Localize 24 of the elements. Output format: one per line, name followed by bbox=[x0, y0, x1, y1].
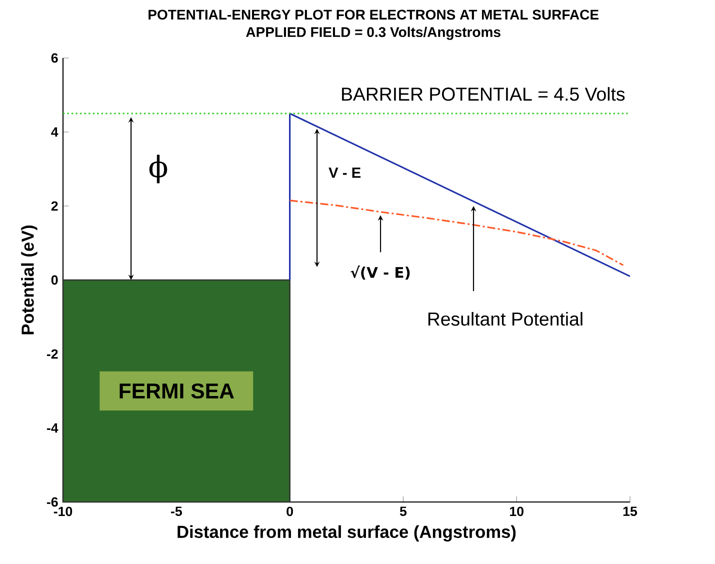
y-tick-label: 2 bbox=[51, 201, 58, 211]
y-tick-label: -2 bbox=[46, 349, 58, 359]
x-tick-label: 15 bbox=[623, 506, 638, 516]
annotation: √(V - E) bbox=[350, 265, 410, 280]
x-tick-label: -5 bbox=[171, 506, 182, 516]
annotation: ϕ bbox=[149, 154, 168, 184]
x-tick-label: 0 bbox=[286, 506, 293, 516]
x-tick-label: -10 bbox=[54, 506, 72, 516]
annotation: V - E bbox=[328, 168, 361, 178]
y-axis-title: Potential (eV) bbox=[21, 225, 38, 334]
x-tick-label: 10 bbox=[510, 506, 524, 516]
series-label: FERMI SEA bbox=[120, 383, 234, 399]
y-tick-label: -4 bbox=[46, 423, 58, 433]
chart-subtitle: APPLIED FIELD = 0.3 Volts/Angstroms bbox=[246, 26, 500, 40]
line-series bbox=[289, 200, 624, 266]
chart-title: POTENTIAL-ENERGY PLOT FOR ELECTRONS AT METAL SURFACE bbox=[148, 10, 598, 20]
annotation: Resultant Potential bbox=[428, 312, 582, 326]
y-tick-label: 4 bbox=[51, 127, 58, 137]
x-tick-label: 5 bbox=[400, 506, 407, 516]
y-tick-label: 6 bbox=[51, 53, 58, 63]
y-tick-label: -6 bbox=[46, 497, 58, 507]
x-axis-title: Distance from metal surface (Angstroms) bbox=[178, 525, 516, 542]
y-tick-label: 0 bbox=[51, 275, 58, 285]
ref-line-label: BARRIER POTENTIAL = 4.5 Volts bbox=[342, 87, 625, 101]
